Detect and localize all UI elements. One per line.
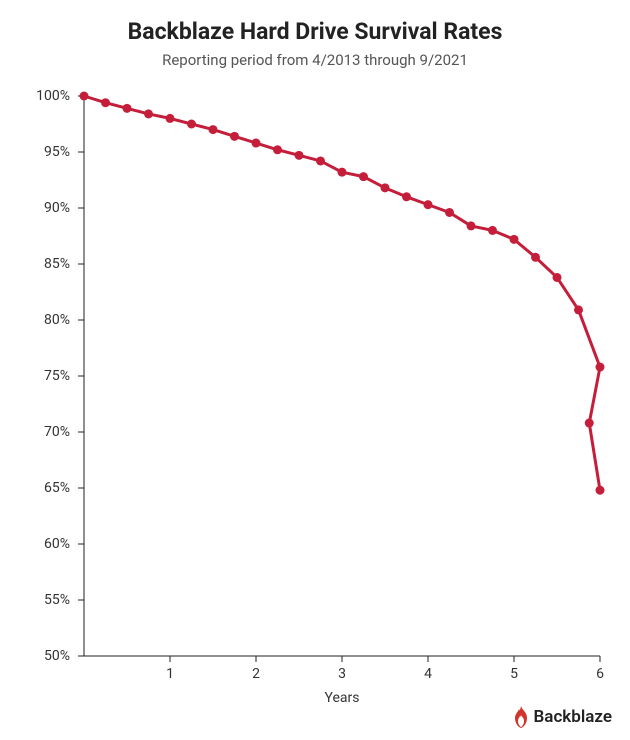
y-tick-label: 70% (0, 424, 70, 440)
flame-icon (512, 706, 530, 728)
x-tick-label: 4 (424, 666, 432, 682)
x-tick-label: 1 (166, 666, 174, 682)
x-tick-label: 2 (252, 666, 260, 682)
chart-svg (84, 96, 600, 656)
y-tick-label: 65% (0, 480, 70, 496)
x-tick-label: 6 (596, 666, 604, 682)
x-tick-label: 3 (338, 666, 346, 682)
y-tick-label: 75% (0, 368, 70, 384)
y-tick-label: 60% (0, 536, 70, 552)
plot-area (84, 96, 600, 656)
y-tick-label: 50% (0, 648, 70, 664)
y-tick-label: 90% (0, 200, 70, 216)
y-tick-label: 85% (0, 256, 70, 272)
y-tick-label: 55% (0, 592, 70, 608)
backblaze-logo: Backblaze (512, 706, 612, 728)
chart-container: Backblaze Hard Drive Survival Rates Repo… (0, 0, 630, 740)
x-tick-label: 5 (510, 666, 518, 682)
x-axis-title: Years (325, 690, 360, 706)
y-tick-label: 95% (0, 144, 70, 160)
logo-text: Backblaze (534, 707, 612, 727)
chart-subtitle: Reporting period from 4/2013 through 9/2… (0, 51, 630, 69)
y-tick-label: 80% (0, 312, 70, 328)
chart-title: Backblaze Hard Drive Survival Rates (0, 0, 630, 45)
y-tick-label: 100% (0, 88, 70, 104)
